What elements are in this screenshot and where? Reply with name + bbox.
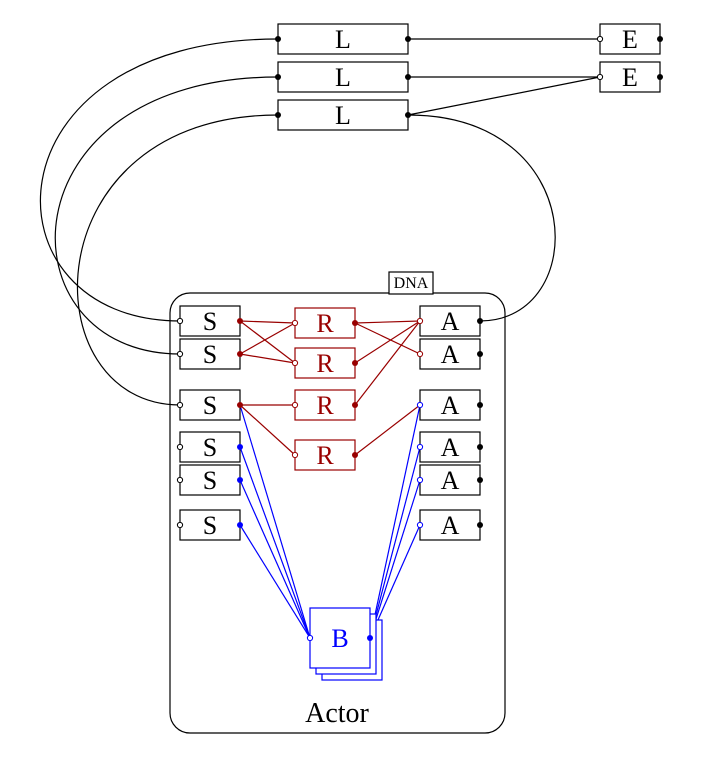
edge (55, 77, 278, 354)
edge (355, 321, 420, 323)
port-dot (477, 477, 483, 483)
node-label-S4: S (203, 433, 217, 462)
port-ring (417, 444, 422, 449)
port-dot (237, 402, 243, 408)
node-label-R4: R (316, 441, 334, 470)
node-label-A6: A (441, 511, 460, 540)
port-dot (275, 36, 281, 42)
port-dot (352, 402, 358, 408)
node-label-S5: S (203, 466, 217, 495)
port-dot (352, 452, 358, 458)
edge (240, 405, 295, 455)
port-ring (417, 522, 422, 527)
edge (77, 115, 278, 405)
node-label-A5: A (441, 466, 460, 495)
port-dot (405, 74, 411, 80)
port-ring (307, 635, 312, 640)
edge (240, 321, 295, 323)
port-ring (417, 318, 422, 323)
port-dot (352, 320, 358, 326)
edge (355, 321, 420, 405)
port-dot (237, 522, 243, 528)
port-dot (477, 351, 483, 357)
edge (408, 77, 600, 115)
dna-label: DNA (394, 275, 429, 292)
edge (355, 405, 420, 455)
port-ring (597, 36, 602, 41)
node-label-R1: R (316, 309, 334, 338)
node-label-R3: R (316, 391, 334, 420)
node-label-E1: E (622, 25, 638, 54)
port-ring (177, 351, 182, 356)
port-dot (237, 477, 243, 483)
port-dot (405, 36, 411, 42)
port-dot (275, 112, 281, 118)
port-ring (177, 318, 182, 323)
node-label-L1: L (335, 25, 351, 54)
port-ring (177, 522, 182, 527)
node-label-B: B (331, 624, 348, 653)
port-dot (275, 74, 281, 80)
port-ring (292, 452, 297, 457)
port-ring (177, 444, 182, 449)
port-dot (477, 402, 483, 408)
port-ring (417, 351, 422, 356)
edge (240, 480, 310, 638)
port-dot (477, 318, 483, 324)
node-label-S3: S (203, 391, 217, 420)
port-ring (417, 477, 422, 482)
node-label-A3: A (441, 391, 460, 420)
node-label-A4: A (441, 433, 460, 462)
port-ring (417, 402, 422, 407)
port-dot (477, 522, 483, 528)
node-label-A2: A (441, 340, 460, 369)
actor-label: Actor (305, 698, 369, 729)
node-label-A1: A (441, 307, 460, 336)
diagram-root: { "canvas": { "w": 704, "h": 766 }, "sty… (0, 0, 704, 766)
edge (240, 354, 295, 363)
node-label-S6: S (203, 511, 217, 540)
node-label-L3: L (335, 101, 351, 130)
node-label-R2: R (316, 349, 334, 378)
port-dot (237, 444, 243, 450)
port-ring (292, 320, 297, 325)
port-dot (477, 444, 483, 450)
port-ring (177, 402, 182, 407)
port-dot (237, 351, 243, 357)
port-dot (352, 360, 358, 366)
edge (40, 39, 278, 321)
port-ring (292, 360, 297, 365)
port-ring (597, 74, 602, 79)
node-label-E2: E (622, 63, 638, 92)
port-dot (657, 74, 663, 80)
node-label-S2: S (203, 340, 217, 369)
port-ring (292, 402, 297, 407)
port-dot (237, 318, 243, 324)
edge (370, 405, 420, 638)
node-label-S1: S (203, 307, 217, 336)
port-dot (405, 112, 411, 118)
port-dot (657, 36, 663, 42)
port-ring (177, 477, 182, 482)
diagram-svg: ActorDNALLLEESSSSSSAAAAAARRRRB (0, 0, 704, 766)
node-label-L2: L (335, 63, 351, 92)
port-dot (367, 635, 373, 641)
edge (370, 480, 420, 638)
